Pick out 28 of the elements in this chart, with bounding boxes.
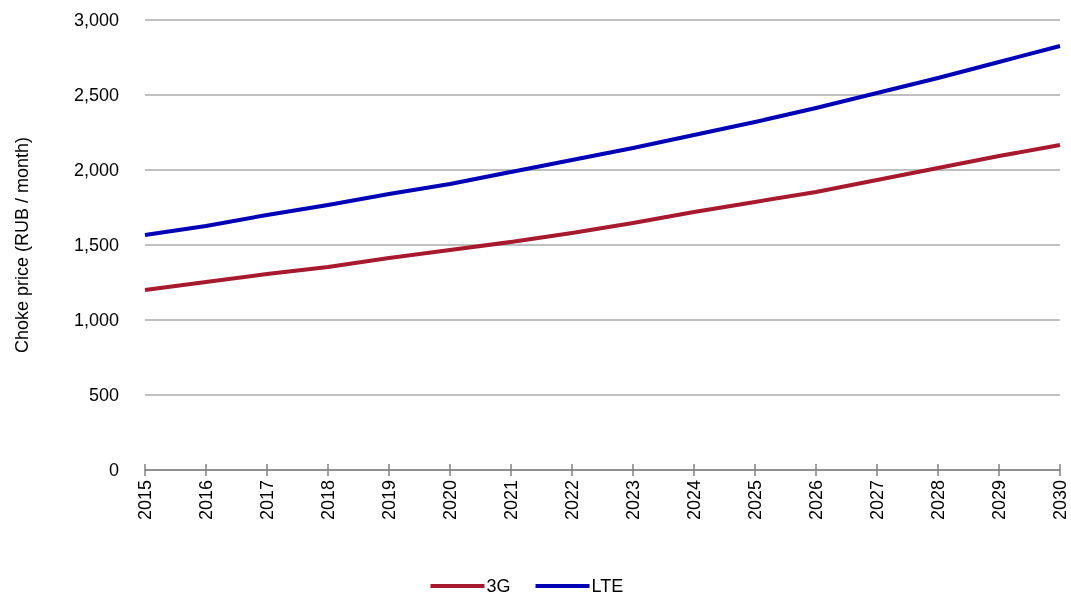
x-tick-label: 2018 [318,480,338,521]
x-tick-label: 2017 [257,480,277,521]
y-tick-label: 1,000 [73,310,119,330]
x-tick-label: 2025 [745,480,765,521]
x-tick-label: 2022 [562,480,582,521]
x-tick-label: 2020 [440,480,460,521]
x-tick-label: 2019 [379,480,399,521]
y-tick-label: 3,000 [73,10,119,30]
x-tick-label: 2016 [196,480,216,521]
x-tick-label: 2021 [501,480,521,521]
x-tick-label: 2027 [867,480,887,521]
line-series [143,142,1062,292]
x-tick-label: 2028 [928,480,948,521]
y-tick-label: 1,500 [73,235,119,255]
x-tick-label: 2024 [684,480,704,521]
y-tick-label: 500 [88,385,119,405]
x-tick-label: 2030 [1050,480,1070,521]
y-tick-label: 2,500 [73,85,119,105]
y-tick-label: 2,000 [73,160,119,180]
y-axis-title: Choke price (RUB / month) [12,136,32,354]
legend-label: 3G [486,576,511,596]
legend-label: LTE [591,576,624,596]
x-tick-label: 2026 [806,480,826,521]
y-tick-label: 0 [108,460,119,480]
line-series [143,43,1062,237]
x-tick-label: 2023 [623,480,643,521]
x-tick-label: 2029 [989,480,1009,521]
x-tick-label: 2015 [135,480,155,521]
